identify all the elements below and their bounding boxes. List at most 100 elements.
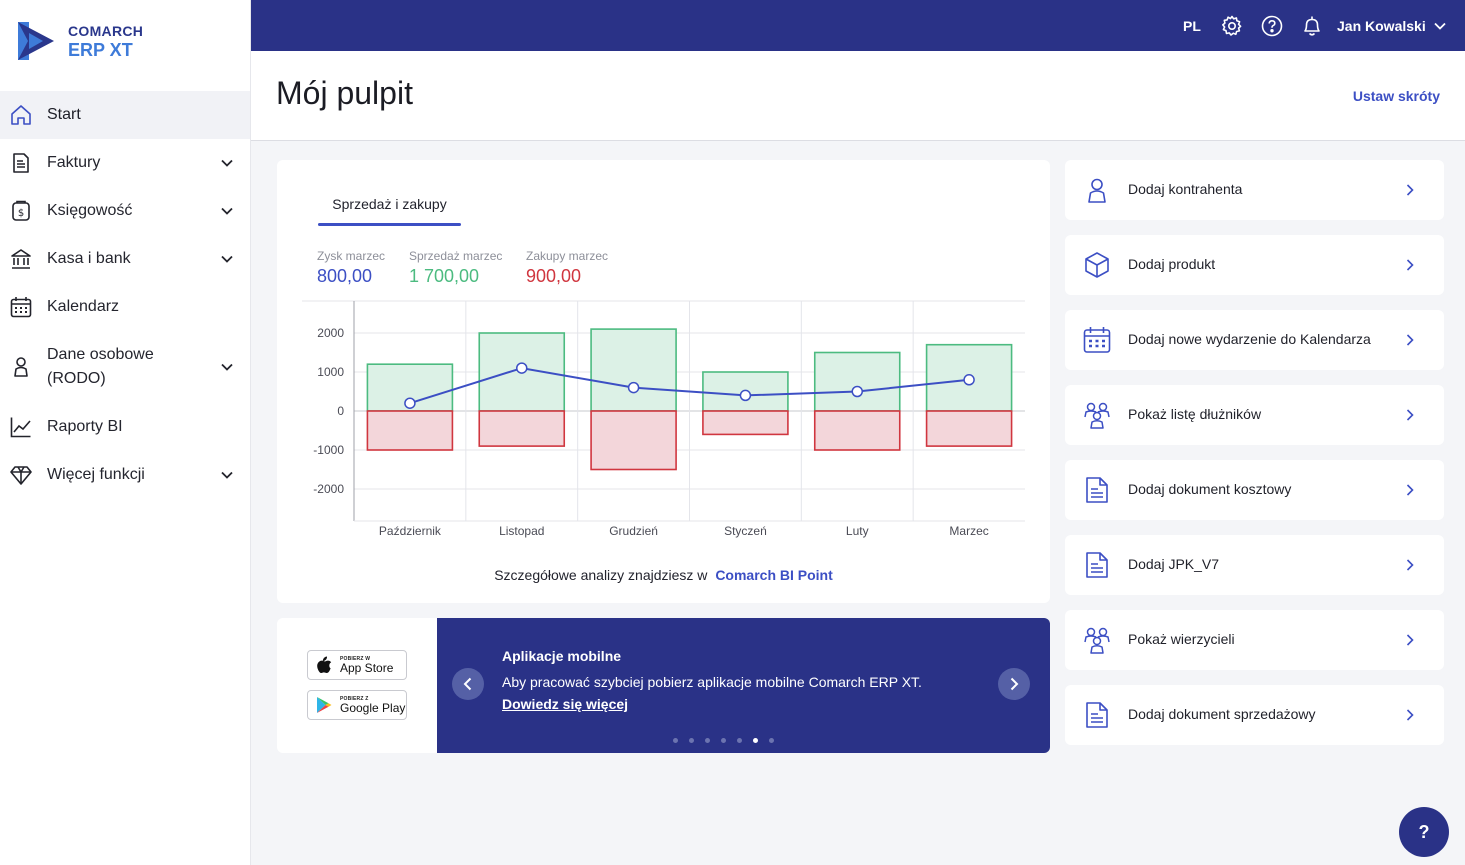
tab-label: Sprzedaż i zakupy [332, 196, 447, 212]
shortcut-add-calendar-event[interactable]: Dodaj nowe wydarzenie do Kalendarza [1065, 310, 1444, 370]
shortcut-add-product[interactable]: Dodaj produkt [1065, 235, 1444, 295]
calendar-icon [10, 296, 32, 318]
chevron-down-icon[interactable] [221, 361, 233, 373]
sidebar-item-kalendarz[interactable]: Kalendarz [0, 283, 250, 331]
user-menu[interactable]: Jan Kowalski [1337, 0, 1446, 51]
chevron-right-icon [1406, 259, 1414, 271]
kpi-profit: Zysk marzec 800,00 [317, 249, 385, 287]
y-tick-label: 2000 [317, 326, 344, 340]
set-shortcuts-link[interactable]: Ustaw skróty [1352, 88, 1440, 104]
google-play-icon [317, 697, 332, 713]
sidebar-item-raporty-bi[interactable]: Raporty BI [0, 403, 250, 451]
sidebar-item-label: Kasa i bank [47, 250, 131, 267]
carousel-dot[interactable] [705, 738, 710, 743]
chevron-down-icon[interactable] [221, 469, 233, 481]
bar-purchases [366, 410, 454, 451]
carousel-next-button[interactable] [998, 668, 1030, 700]
bank-icon [10, 248, 32, 270]
learn-more-link[interactable]: Dowiedz się więcej [502, 696, 629, 712]
google-play-button[interactable]: POBIERZ Z Google Play [307, 690, 407, 720]
sidebar-item-faktury[interactable]: Faktury [0, 139, 250, 187]
chevron-down-icon[interactable] [221, 157, 233, 169]
help-icon[interactable] [1261, 0, 1283, 51]
kpi-value: 800,00 [317, 266, 373, 286]
chevron-right-icon [1406, 334, 1414, 346]
appstore-small-label: POBIERZ W [340, 656, 371, 662]
shortcut-label: Dodaj kontrahenta [1128, 181, 1243, 197]
kpi-label: Zakupy marzec [526, 249, 609, 263]
profit-line [409, 367, 970, 405]
brand-logo[interactable]: COMARCH ERP XT [16, 21, 143, 61]
apple-icon [317, 656, 332, 674]
y-tick-label: 0 [337, 404, 344, 418]
shortcut-add-cost-document[interactable]: Dodaj dokument kosztowy [1065, 460, 1444, 520]
chevron-left-icon [463, 677, 472, 691]
sidebar-item-dane-osobowe[interactable]: Dane osobowe (RODO) [0, 331, 250, 403]
x-tick-label: Grudzień [609, 524, 658, 538]
sales-purchases-chart: 2000 1000 0 -1000 -2000 Październik Listopad Gr… [302, 300, 1025, 538]
calendar-icon [1083, 327, 1111, 353]
shortcut-debtors-list[interactable]: Pokaż listę dłużników [1065, 385, 1444, 445]
accounting-icon: $ [10, 200, 32, 222]
x-tick-label: Listopad [499, 524, 544, 538]
shortcut-label: Dodaj dokument kosztowy [1128, 481, 1292, 497]
shortcut-label: Dodaj JPK_V7 [1128, 556, 1220, 572]
active-tab-indicator [318, 223, 461, 226]
banner-title: Aplikacje mobilne [502, 648, 622, 664]
home-icon [10, 104, 32, 126]
x-tick-label: Październik [379, 524, 442, 538]
carousel-prev-button[interactable] [452, 668, 484, 700]
tab-sales-purchases[interactable]: Sprzedaż i zakupy [318, 196, 461, 226]
shortcut-add-jpk-v7[interactable]: Dodaj JPK_V7 [1065, 535, 1444, 595]
bar-purchases [925, 410, 1013, 447]
carousel-dot[interactable] [769, 738, 774, 743]
profit-point [739, 389, 752, 402]
y-tick-label: -2000 [313, 482, 344, 496]
kpi-label: Zysk marzec [317, 249, 386, 263]
sidebar-item-wiecej-funkcji[interactable]: Więcej funkcji [0, 451, 250, 499]
profit-point [516, 362, 528, 374]
profit-point [851, 385, 863, 398]
bar-purchases [590, 410, 677, 471]
chevron-down-icon[interactable] [221, 205, 233, 217]
settings-icon[interactable] [1221, 0, 1243, 51]
bell-icon[interactable] [1301, 0, 1323, 51]
shortcut-add-sales-document[interactable]: Dodaj dokument sprzedażowy [1065, 685, 1444, 745]
chevron-right-icon [1406, 409, 1414, 421]
carousel-dot[interactable] [721, 738, 726, 743]
mobile-apps-card: POBIERZ W App Store POBIERZ Z Google Pla… [277, 618, 1050, 753]
bi-hint-text: Szczegółowe analizy znajdziesz w [494, 567, 708, 583]
bi-point-link[interactable]: Comarch BI Point [715, 567, 833, 583]
shortcut-creditors[interactable]: Pokaż wierzycieli [1065, 610, 1444, 670]
carousel-dot[interactable] [673, 738, 678, 743]
kpi-sales: Sprzedaż marzec 1 700,00 [409, 249, 502, 287]
invoice-icon [10, 152, 32, 174]
sidebar-item-start[interactable]: Start [0, 91, 250, 139]
sidebar-item-ksiegowosc[interactable]: $ Księgowość [0, 187, 250, 235]
carousel-dot-active[interactable] [753, 738, 758, 743]
sidebar-item-label: Faktury [47, 154, 101, 171]
language-switch[interactable]: PL [1183, 17, 1201, 34]
document-icon [1086, 477, 1108, 503]
bar-sales [590, 328, 677, 412]
svg-text:$: $ [18, 208, 24, 219]
chart-line-icon [10, 416, 32, 438]
chevron-down-icon[interactable] [221, 253, 233, 265]
sidebar-item-kasa-i-bank[interactable]: Kasa i bank [0, 235, 250, 283]
carousel-dot[interactable] [737, 738, 742, 743]
sidebar-item-label: Dane osobowe [47, 346, 154, 363]
gplay-small-label: POBIERZ Z [340, 696, 369, 702]
carousel-dot[interactable] [689, 738, 694, 743]
shortcut-add-contractor[interactable]: Dodaj kontrahenta [1065, 160, 1444, 220]
kpi-value: 1 700,00 [409, 266, 480, 286]
help-fab-button[interactable]: ? [1399, 807, 1449, 857]
sidebar-item-label: Raporty BI [47, 418, 123, 435]
people-icon [1084, 402, 1110, 429]
comarch-logo-icon [16, 21, 56, 61]
profit-point [404, 397, 416, 409]
x-tick-label: Luty [846, 524, 869, 538]
app-store-button[interactable]: POBIERZ W App Store [307, 650, 407, 680]
y-tick-label: -1000 [313, 443, 344, 457]
chevron-down-icon [1434, 22, 1446, 30]
user-name: Jan Kowalski [1337, 17, 1426, 34]
